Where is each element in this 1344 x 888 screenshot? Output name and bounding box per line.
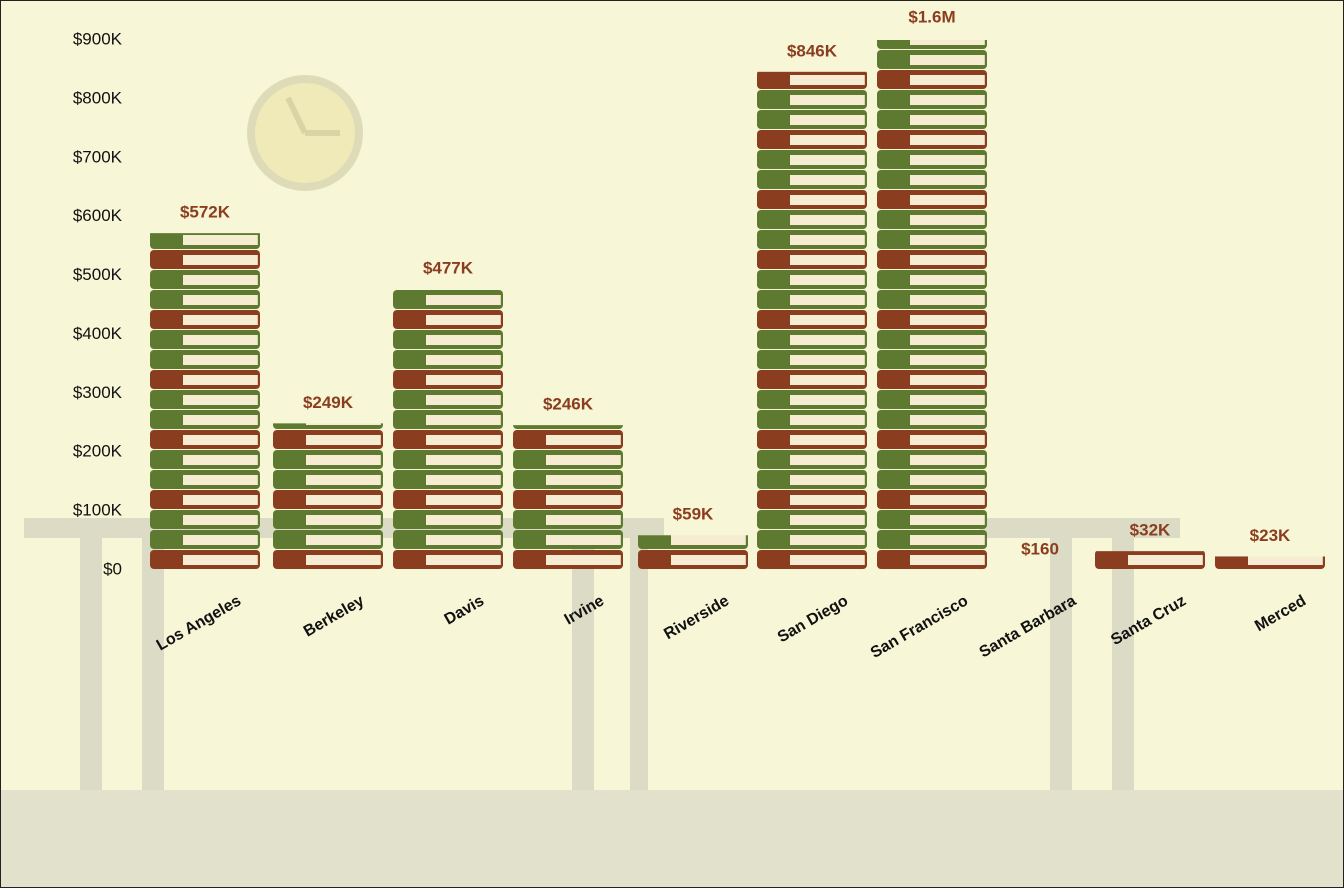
y-tick-label: $900K	[73, 29, 123, 48]
bar	[393, 289, 503, 570]
bar	[757, 71, 867, 571]
y-tick-label: $200K	[73, 442, 123, 461]
plot	[150, 40, 1325, 571]
clock	[247, 75, 363, 191]
value-label: $572K	[180, 203, 231, 222]
bar	[1095, 551, 1205, 570]
y-tick-label: $600K	[73, 206, 123, 225]
value-label: $23K	[1250, 526, 1291, 545]
y-tick-label: $700K	[73, 147, 123, 166]
bar	[273, 423, 383, 570]
y-tick-label: $300K	[73, 383, 123, 402]
value-label: $246K	[543, 395, 594, 414]
value-label: $477K	[423, 259, 474, 278]
y-tick-label: $800K	[73, 88, 123, 107]
y-tick-label: $100K	[73, 501, 123, 520]
value-label: $32K	[1130, 521, 1171, 540]
y-tick-label: $0	[103, 559, 122, 578]
value-label: $1.6M	[908, 7, 955, 26]
value-label: $249K	[303, 393, 354, 412]
bar	[638, 535, 748, 570]
bar	[877, 40, 987, 570]
bar	[150, 233, 260, 570]
bar	[513, 425, 623, 570]
y-tick-label: $500K	[73, 265, 123, 284]
value-label: $846K	[787, 41, 838, 60]
value-label: $59K	[673, 505, 714, 524]
bar	[1215, 556, 1325, 570]
y-tick-label: $400K	[73, 324, 123, 343]
floor	[1, 790, 1343, 887]
value-label: $160	[1021, 539, 1059, 558]
